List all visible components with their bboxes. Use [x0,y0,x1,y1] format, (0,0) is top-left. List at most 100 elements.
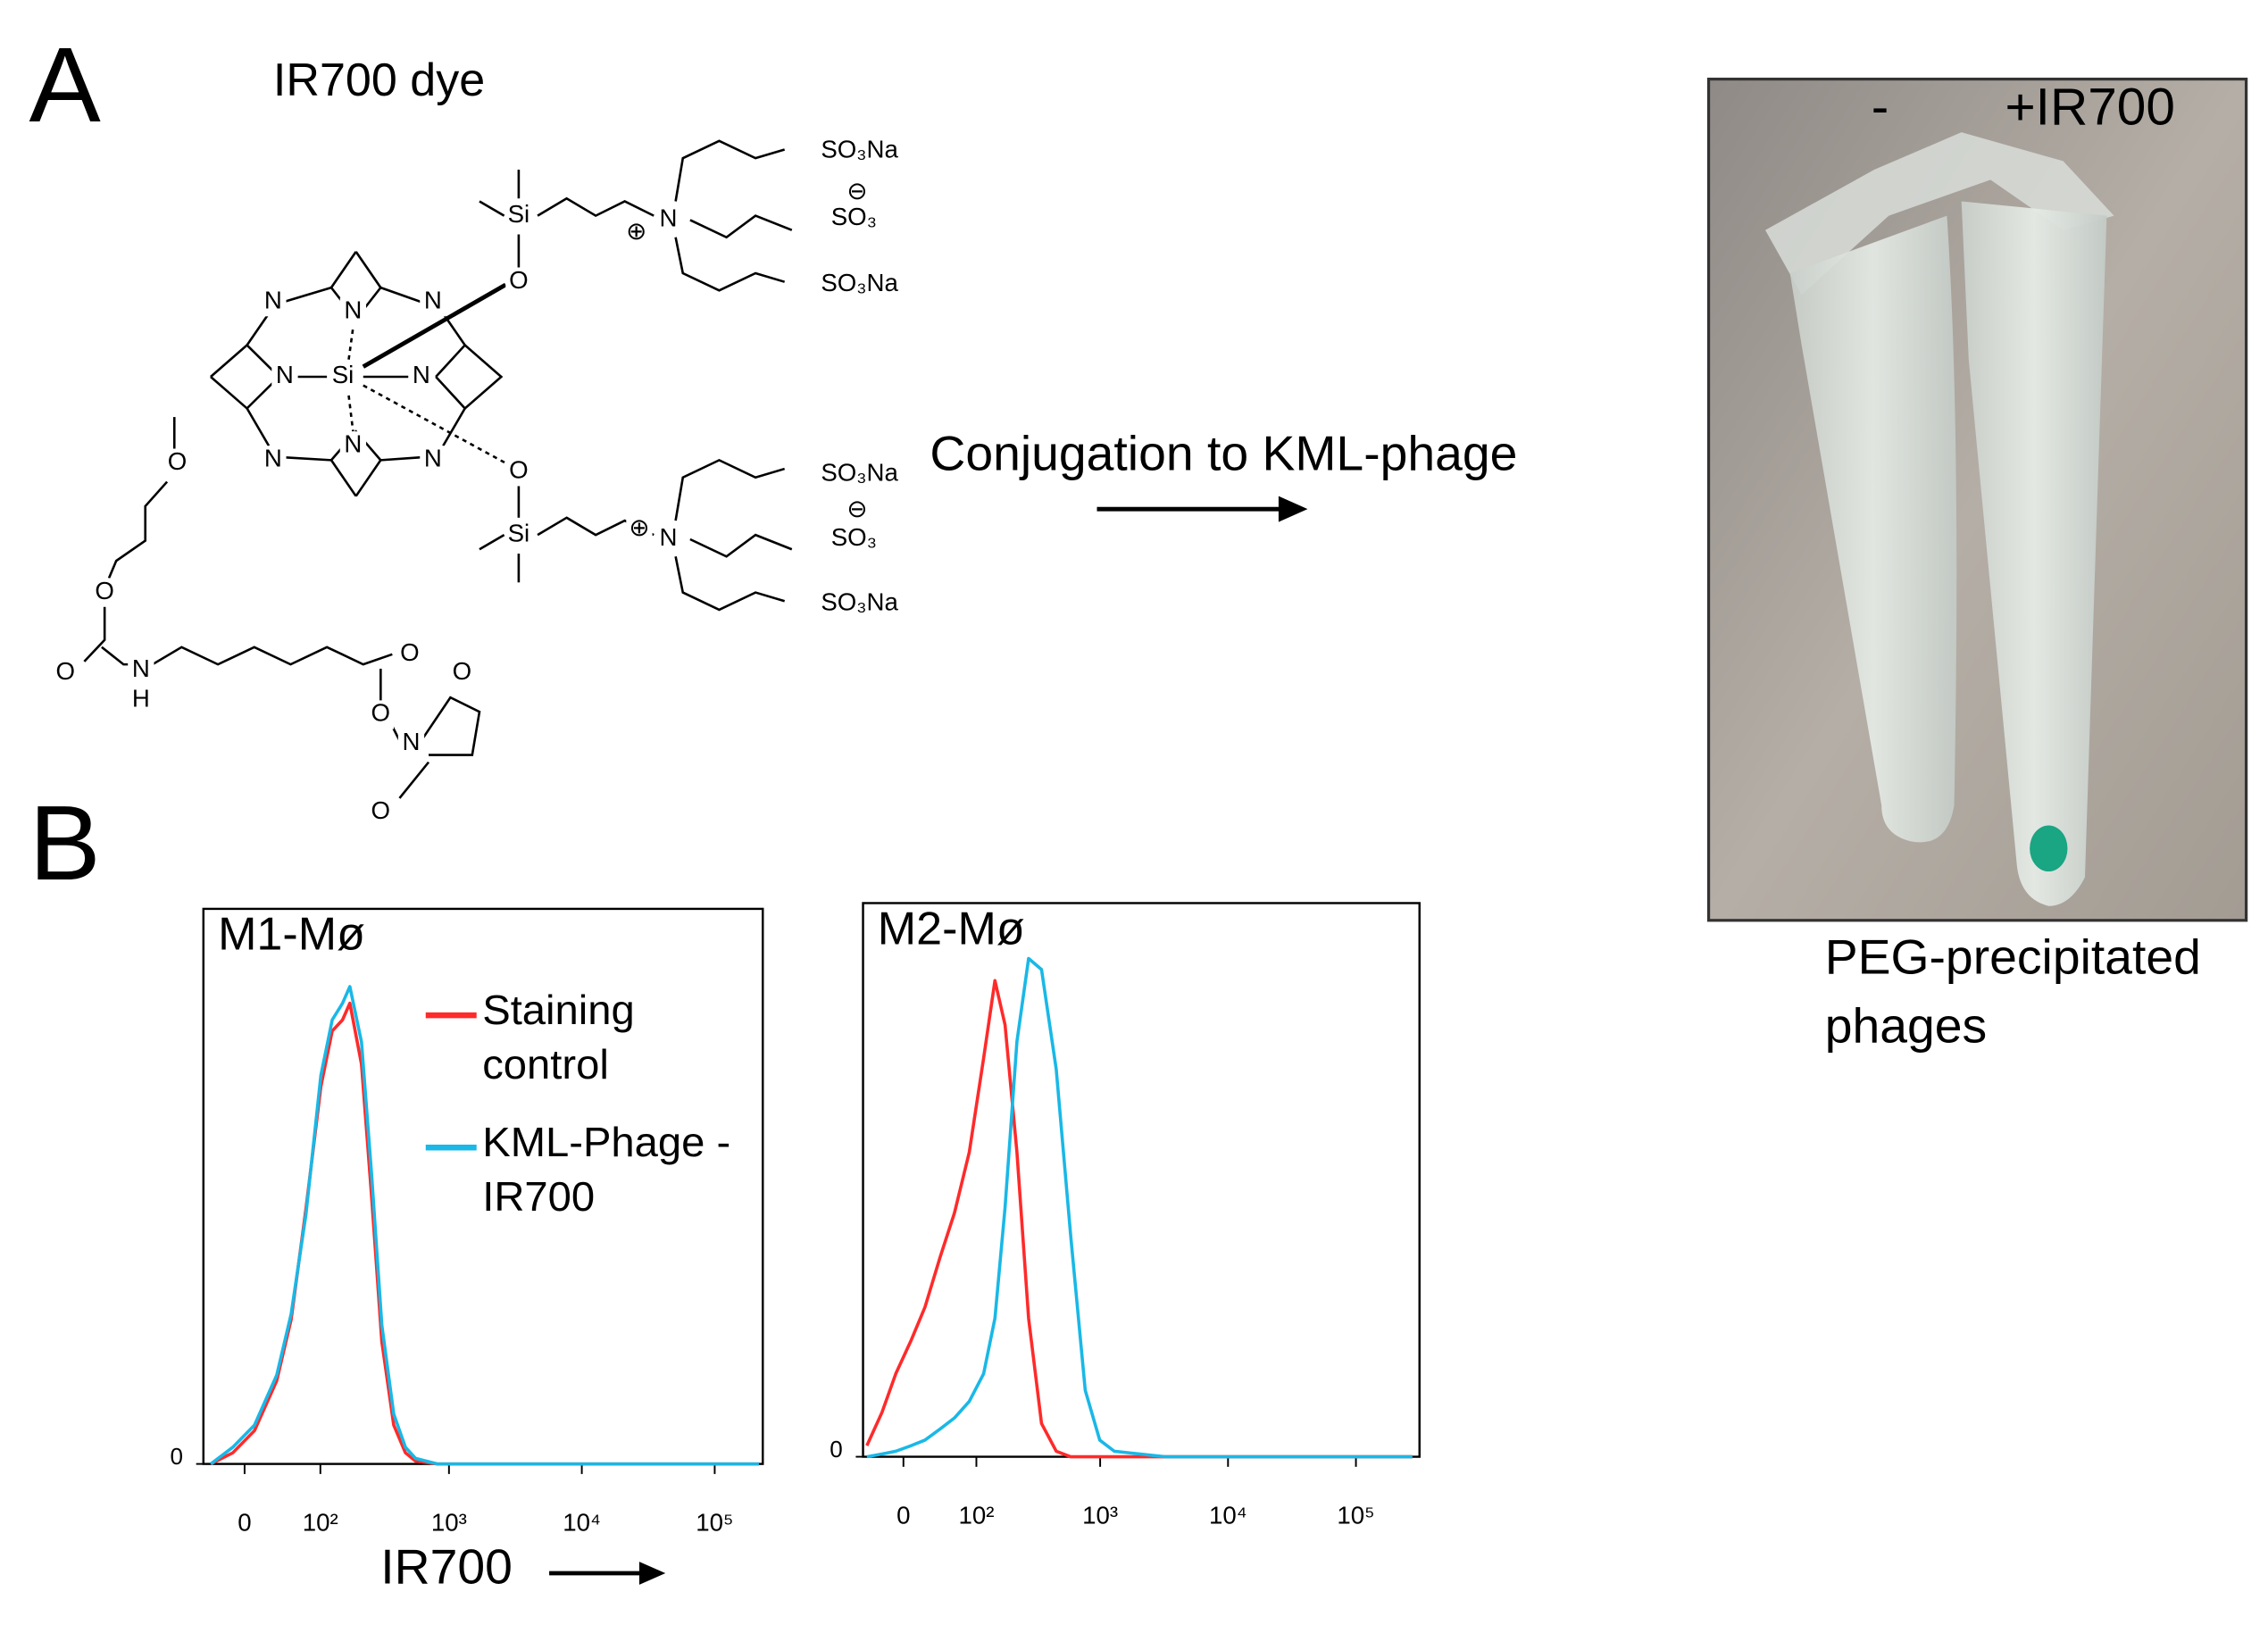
atom-bg [271,362,298,392]
atom-label: N [424,445,442,472]
photo-caption: PEG-precipitated [1825,929,2201,985]
atom-label: SO₃ [831,523,877,551]
legend-entry: KML-Phage -IR700 [482,1120,731,1221]
atom-bg [260,446,287,475]
atom-bg [505,457,532,487]
pellet [2030,825,2068,872]
atom-bg [814,270,905,300]
x-axis-label: IR700 [380,1539,513,1595]
x-tick-label: 10² [303,1509,338,1537]
atom-bg [505,267,532,296]
atom-label: ⊕ [626,217,646,245]
arrow-label: Conjugation to KML-phage [930,426,1517,481]
atom-label: ⊖ [846,495,867,522]
tube-label: +IR700 [2005,79,2174,137]
atom-bg [448,658,476,688]
photo [1706,77,2248,922]
atom-label: O [509,266,529,294]
atom-bg [91,578,118,607]
atom-label: O [400,638,420,666]
arrow-head [1278,496,1308,522]
y-tick-label: 0 [171,1445,183,1470]
atom-bg [844,496,871,525]
atom-label: SO₃Na [821,459,898,487]
atom-bg [52,658,79,688]
atom-bg [367,700,394,729]
x-tick-label: 10⁴ [563,1509,601,1537]
tube-right [1961,201,2107,906]
atom-label: N [413,361,430,388]
panel-label: A [29,27,101,145]
atom-label: N [276,361,294,388]
atom-label: N [264,445,282,472]
atom-bg [367,797,394,828]
atom-label: O [168,447,188,475]
atom-label: N [660,204,678,232]
plot-frame [862,902,1421,1458]
atom-bg [396,639,423,669]
atom-label: SO₃Na [821,135,898,162]
atom-label: SO₃ [831,203,877,230]
x-tick-label: 10⁴ [1209,1502,1247,1529]
x-tick-label: 0 [896,1502,910,1529]
atom-bg [408,362,435,392]
x-tick-label: 10³ [431,1509,467,1537]
atom-label: H [132,685,150,712]
atom-label: ⊕ [629,513,649,541]
atom-label: O [509,456,529,484]
chart-title: M2-Mø [878,903,1025,954]
atom-label: SO₃Na [821,269,898,296]
atom-label: N [402,728,420,755]
atom-bg [825,524,916,554]
atom-label: Si [508,520,530,547]
series-line [210,1001,759,1466]
atom-label: O [95,577,114,604]
structure-bonds [83,139,793,799]
atom-bg [163,448,191,478]
atom-bg [814,589,905,619]
atom-bg [397,729,425,758]
x-tick-label: 10³ [1082,1502,1118,1529]
atom-bg [260,288,287,317]
atom-bg [655,524,682,554]
atom-label: O [371,699,391,727]
atom-bg [825,204,916,233]
x-tick-label: 10⁵ [696,1509,733,1537]
atom-label: N [344,296,362,324]
atom-label: N [132,654,150,682]
chart-title: M1-Mø [218,908,365,960]
atom-label: ⊖ [846,177,867,204]
atom-bg [814,137,905,166]
atom-label: O [55,657,75,685]
atom-label: N [424,287,442,314]
atom-bg [655,205,682,235]
photo-caption: phages [1825,998,1987,1054]
atom-bg [626,514,653,544]
y-tick-label: 0 [830,1438,842,1462]
atom-bg [339,297,367,327]
atom-label: Si [332,361,354,388]
atom-bg [329,362,356,392]
series-line [866,956,1413,1459]
atom-bg [420,288,446,317]
atom-label: O [371,796,391,824]
atom-label: N [660,523,678,551]
atom-bg [505,201,532,230]
x-tick-label: 0 [238,1509,251,1537]
atom-bg [420,446,446,475]
atom-bg [128,655,154,685]
atom-bg [623,218,650,248]
tube-label: - [1872,79,1889,137]
x-tick-label: 10⁵ [1337,1502,1374,1529]
panel-label: B [29,785,101,903]
series-line [209,985,759,1466]
series-line [865,979,1413,1459]
legend-label: KML-Phage -IR700 [482,1120,731,1221]
arrow-head [638,1562,666,1585]
atom-label: Si [508,200,530,228]
atom-bg [844,178,871,207]
atom-label: SO₃Na [821,588,898,616]
atom-label: N [264,287,282,314]
legend-entry: Staining control [482,988,635,1088]
